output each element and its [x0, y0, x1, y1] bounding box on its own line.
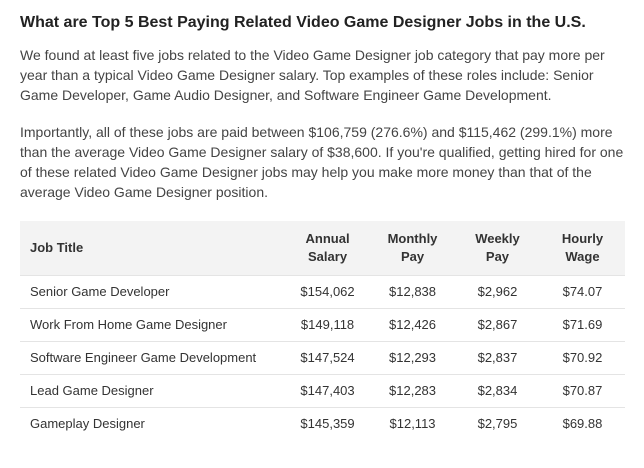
annual-salary-cell: $147,403 — [285, 374, 371, 408]
detail-paragraph: Importantly, all of these jobs are paid … — [20, 124, 624, 200]
annual-salary-cell: $145,359 — [285, 407, 371, 440]
header-annual-salary: Annual Salary — [305, 231, 350, 264]
weekly-pay-cell: $2,962 — [455, 275, 540, 309]
hourly-wage-cell: $74.07 — [539, 275, 625, 309]
weekly-pay-cell: $2,795 — [455, 407, 540, 440]
table-row: Lead Game Designer $147,403 $12,283 $2,8… — [20, 374, 625, 408]
table-row: Work From Home Game Designer $149,118 $1… — [20, 308, 625, 342]
header-job-title: Job Title — [30, 240, 84, 255]
job-title-cell: Gameplay Designer — [20, 407, 286, 440]
section-heading: What are Top 5 Best Paying Related Video… — [20, 14, 586, 31]
hourly-wage-cell: $71.69 — [539, 308, 625, 342]
job-title-cell: Senior Game Developer — [20, 275, 286, 309]
table-row: Senior Game Developer $154,062 $12,838 $… — [20, 275, 625, 309]
table-row: Gameplay Designer $145,359 $12,113 $2,79… — [20, 407, 625, 440]
annual-salary-cell: $147,524 — [285, 341, 371, 375]
monthly-pay-cell: $12,113 — [370, 407, 455, 440]
weekly-pay-cell: $2,834 — [455, 374, 540, 408]
weekly-pay-cell: $2,837 — [455, 341, 540, 375]
annual-salary-cell: $154,062 — [285, 275, 371, 309]
monthly-pay-cell: $12,426 — [370, 308, 455, 342]
monthly-pay-cell: $12,293 — [370, 341, 455, 375]
annual-salary-cell: $149,118 — [285, 308, 371, 342]
weekly-pay-cell: $2,867 — [455, 308, 540, 342]
table-row: Software Engineer Game Development $147,… — [20, 341, 625, 375]
table-header-row: Job Title Annual Salary Monthly Pay Week… — [20, 221, 625, 276]
job-title-cell: Work From Home Game Designer — [20, 308, 286, 342]
hourly-wage-cell: $70.92 — [539, 341, 625, 375]
intro-paragraph: We found at least five jobs related to t… — [20, 47, 605, 103]
header-weekly-pay: Weekly Pay — [475, 231, 520, 264]
header-hourly-wage: Hourly Wage — [561, 231, 604, 264]
hourly-wage-cell: $69.88 — [539, 407, 625, 440]
header-monthly-pay: Monthly Pay — [387, 231, 438, 264]
job-title-cell: Lead Game Designer — [20, 374, 286, 408]
job-title-cell: Software Engineer Game Development — [20, 341, 286, 375]
hourly-wage-cell: $70.87 — [539, 374, 625, 408]
monthly-pay-cell: $12,838 — [370, 275, 455, 309]
salary-table: Job Title Annual Salary Monthly Pay Week… — [20, 221, 625, 440]
monthly-pay-cell: $12,283 — [370, 374, 455, 408]
